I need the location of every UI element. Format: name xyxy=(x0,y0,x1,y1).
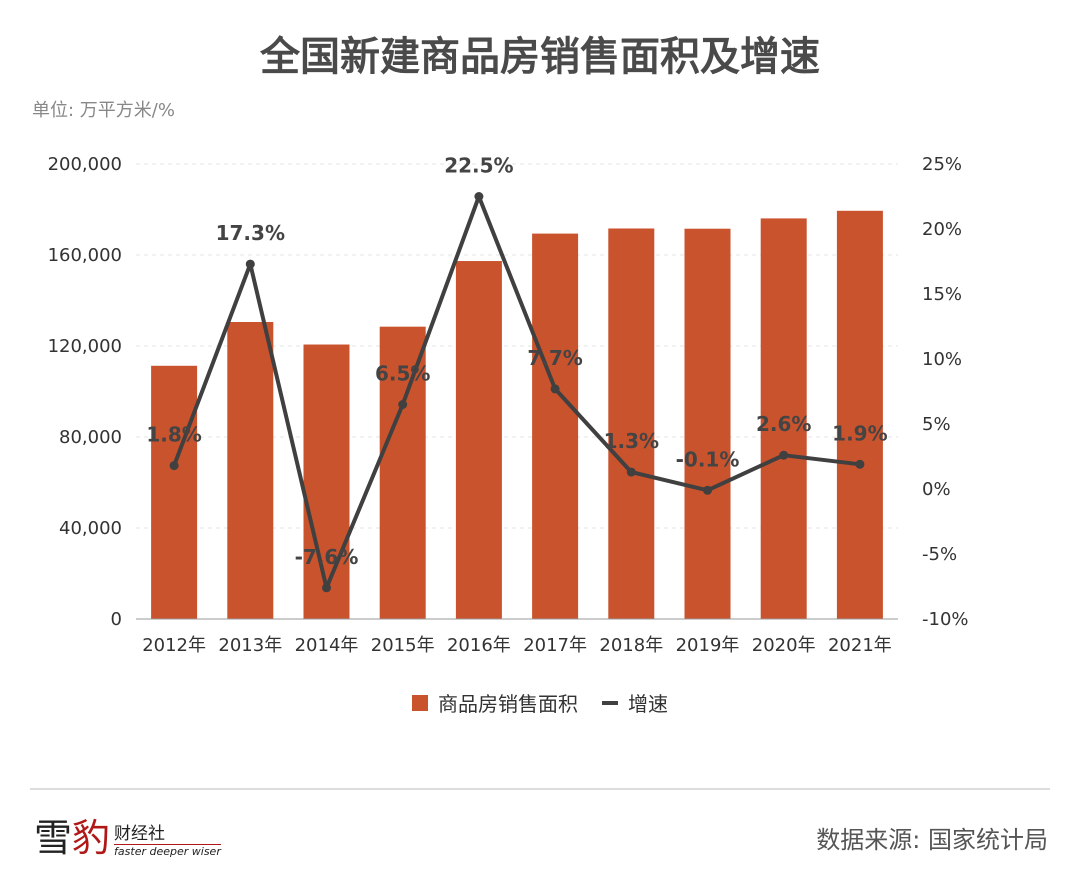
growth-point xyxy=(855,459,865,469)
y-left-tick-label: 40,000 xyxy=(59,518,122,539)
bar-2017年 xyxy=(532,233,579,619)
bar-2015年 xyxy=(379,326,426,619)
bar-2021年 xyxy=(836,210,883,620)
bar-2014年 xyxy=(303,344,350,619)
logo-name: 财经社 xyxy=(114,824,166,844)
growth-point xyxy=(245,259,255,269)
growth-data-label: 17.3% xyxy=(216,221,285,245)
x-tick-label: 2020年 xyxy=(752,635,816,656)
legend-line-swatch xyxy=(602,700,618,705)
y-right-tick-label: 0% xyxy=(922,479,951,500)
growth-point xyxy=(550,384,560,394)
legend-bar-label: 商品房销售面积 xyxy=(438,692,578,716)
growth-point xyxy=(779,450,789,460)
x-tick-label: 2014年 xyxy=(295,635,359,656)
growth-data-label: 1.9% xyxy=(832,421,887,445)
growth-data-label: -0.1% xyxy=(676,447,740,471)
growth-point xyxy=(626,467,636,477)
bar-2018年 xyxy=(608,228,655,619)
growth-data-label: 2.6% xyxy=(756,412,811,436)
logo-slogan: faster deeper wiser xyxy=(114,844,221,858)
legend: 商品房销售面积 增速 xyxy=(0,688,1080,717)
bar-2019年 xyxy=(684,228,731,619)
growth-point xyxy=(703,485,712,495)
x-tick-label: 2013年 xyxy=(218,635,282,656)
growth-data-label: 22.5% xyxy=(444,154,513,178)
y-left-tick-label: 200,000 xyxy=(48,154,122,175)
bar-2012年 xyxy=(151,365,198,619)
x-tick-label: 2019年 xyxy=(676,635,740,656)
y-right-tick-label: -5% xyxy=(922,544,957,565)
x-tick-label: 2017年 xyxy=(523,635,587,656)
chart-plot: 0 40,000 80,000 120,000 160,000 200,000 -10% -5… xyxy=(48,154,969,657)
legend-line-label: 增速 xyxy=(628,692,668,716)
bar-2016年 xyxy=(455,261,502,619)
y-right-tick-label: 15% xyxy=(922,284,962,305)
growth-data-label: 1.8% xyxy=(146,423,201,447)
bar-2020年 xyxy=(760,218,807,619)
growth-point xyxy=(398,400,408,409)
growth-data-label: 7.7% xyxy=(527,346,582,370)
x-tick-label: 2012年 xyxy=(142,635,206,656)
x-tick-label: 2016年 xyxy=(447,635,511,656)
growth-point xyxy=(474,192,484,201)
chart-title: 全国新建商品房销售面积及增速 xyxy=(260,34,820,80)
growth-data-label: 1.3% xyxy=(604,429,659,453)
y-right-tick-label: 10% xyxy=(922,349,962,370)
growth-data-label: -7.6% xyxy=(295,545,359,569)
unit-label: 单位: 万平方米/% xyxy=(32,100,175,121)
logo-char-1: 雪 xyxy=(34,816,73,860)
y-right-tick-label: 20% xyxy=(922,219,962,240)
x-tick-label: 2018年 xyxy=(599,635,663,656)
logo: 雪 豹 财经社 faster deeper wiser xyxy=(34,818,221,858)
y-right-tick-label: -10% xyxy=(922,609,969,630)
y-right-tick-label: 5% xyxy=(922,414,951,435)
divider xyxy=(30,788,1050,790)
legend-bar-swatch xyxy=(412,694,428,711)
bar-2013年 xyxy=(227,321,274,619)
y-left-tick-label: 80,000 xyxy=(59,427,122,448)
y-left-tick-label: 0 xyxy=(111,609,122,630)
growth-data-label: 6.5% xyxy=(375,362,430,386)
y-right-tick-label: 25% xyxy=(922,154,962,175)
source-note: 数据来源: 国家统计局 xyxy=(816,826,1048,854)
y-left-tick-label: 160,000 xyxy=(48,245,122,266)
growth-line xyxy=(172,194,861,590)
y-left-tick-label: 120,000 xyxy=(48,336,122,357)
growth-point xyxy=(322,583,331,593)
x-tick-label: 2015年 xyxy=(371,635,435,656)
x-tick-label: 2021年 xyxy=(828,635,892,656)
logo-char-2: 豹 xyxy=(72,816,111,860)
growth-point xyxy=(169,461,179,471)
